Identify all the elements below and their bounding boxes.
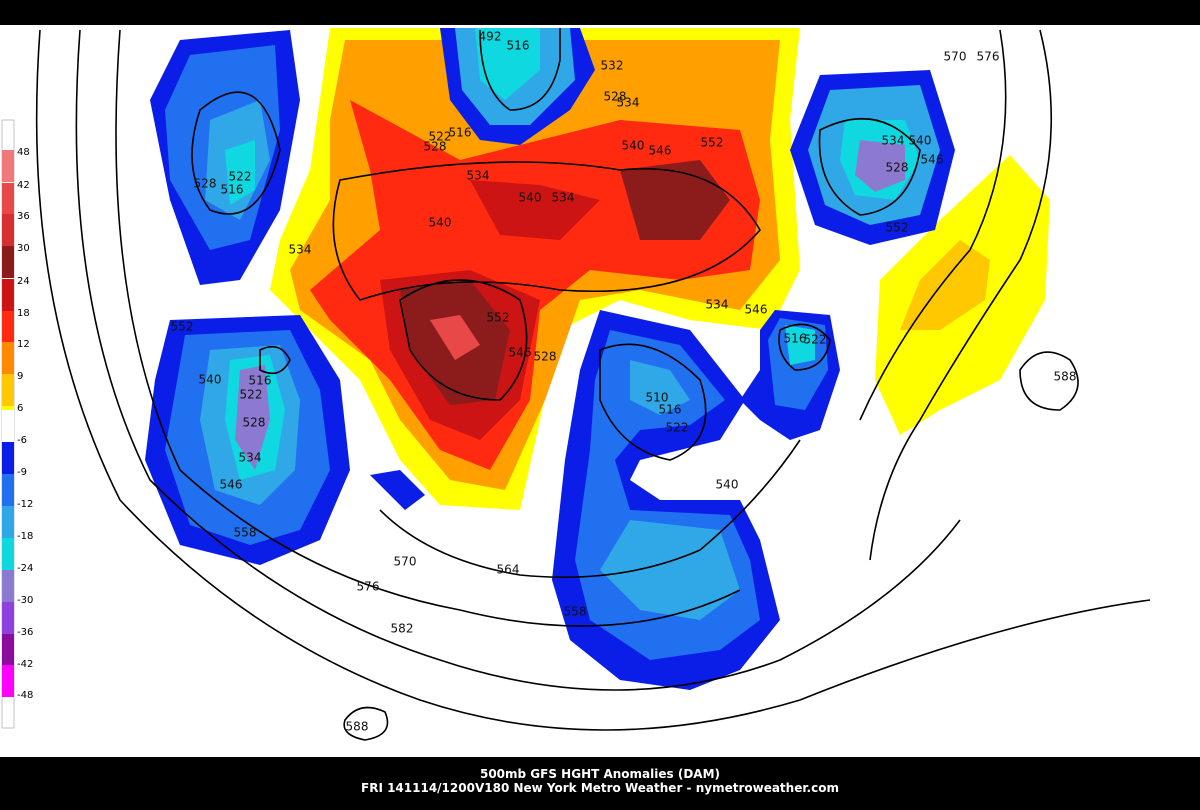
contour-label: 570 bbox=[944, 50, 967, 64]
legend-swatch bbox=[2, 374, 14, 406]
contour-label: 534 bbox=[617, 96, 640, 110]
legend-swatch bbox=[2, 474, 14, 506]
legend-label: -12 bbox=[17, 499, 33, 510]
legend-swatch bbox=[2, 665, 14, 697]
contour-label: 516 bbox=[449, 126, 472, 140]
contour-label: 534 bbox=[706, 298, 729, 312]
legend-label: -42 bbox=[17, 659, 33, 670]
height-contours bbox=[35, 28, 1151, 741]
contour-label: 516 bbox=[659, 403, 682, 417]
legend-swatch bbox=[2, 538, 14, 570]
legend-label: 42 bbox=[17, 180, 30, 191]
contour-label: 546 bbox=[220, 478, 243, 492]
contour-label: 528 bbox=[604, 90, 627, 104]
contour-label: 540 bbox=[199, 373, 222, 387]
legend-swatch bbox=[2, 150, 14, 182]
footer-title: 500mb GFS HGHT Anomalies (DAM) bbox=[480, 767, 720, 781]
contour-label: 522 bbox=[666, 421, 689, 435]
legend-swatch bbox=[2, 246, 14, 278]
contour-label: 552 bbox=[701, 136, 724, 150]
contour-label: 522 bbox=[240, 388, 263, 402]
contour-label: 534 bbox=[289, 243, 312, 257]
legend-swatch bbox=[2, 570, 14, 602]
legend-label: -18 bbox=[17, 531, 33, 542]
footer-subtitle: FRI 141114/1200V180 New York Metro Weath… bbox=[361, 781, 839, 795]
legend-label: 6 bbox=[17, 403, 23, 414]
legend-label: 36 bbox=[17, 211, 30, 222]
contour-label: 546 bbox=[921, 153, 944, 167]
contour-label: 540 bbox=[622, 139, 645, 153]
contour-label: 546 bbox=[509, 346, 532, 360]
contour-label: 528 bbox=[243, 416, 266, 430]
contour-label: 534 bbox=[882, 134, 905, 148]
contour-label: 540 bbox=[716, 478, 739, 492]
legend-swatch bbox=[2, 634, 14, 666]
contour-label: 528 bbox=[424, 140, 447, 154]
contour-label: 558 bbox=[564, 605, 587, 619]
legend-swatch bbox=[2, 602, 14, 634]
contour-label: 534 bbox=[239, 451, 262, 465]
legend-label: -9 bbox=[17, 467, 27, 478]
contour-label: 546 bbox=[745, 303, 768, 317]
contour-label: 540 bbox=[519, 191, 542, 205]
legend-label: 12 bbox=[17, 339, 30, 350]
contour-label: 522 bbox=[804, 333, 827, 347]
legend-label: 24 bbox=[17, 276, 30, 287]
contour-label: 576 bbox=[977, 50, 1000, 64]
legend-swatch bbox=[2, 342, 14, 374]
contour-label: 576 bbox=[357, 580, 380, 594]
legend-swatch bbox=[2, 279, 14, 311]
anomaly-fills bbox=[145, 28, 1050, 690]
legend-swatch bbox=[2, 311, 14, 343]
legend-label: -6 bbox=[17, 435, 27, 446]
contour-label: 516 bbox=[784, 332, 807, 346]
contour-label: 546 bbox=[649, 144, 672, 158]
contour-label: 492 bbox=[479, 30, 502, 44]
legend-label: 18 bbox=[17, 308, 30, 319]
contour-label: 552 bbox=[886, 221, 909, 235]
contour-label: 528 bbox=[886, 161, 909, 175]
contour-label: 570 bbox=[394, 555, 417, 569]
legend-label: 30 bbox=[17, 243, 30, 254]
contour-label: 540 bbox=[429, 216, 452, 230]
color-legend: 48 42 36 30 24 18 12 9 6 -6 -9 -12 -18 -24 -30 -36 -42 -4… bbox=[1, 119, 33, 729]
legend-swatch bbox=[2, 442, 14, 474]
legend-label: -30 bbox=[17, 595, 33, 606]
legend-swatch bbox=[2, 410, 14, 442]
contour-label: 588 bbox=[346, 720, 369, 734]
legend-swatch bbox=[2, 506, 14, 538]
contour-label: 516 bbox=[507, 39, 530, 53]
legend-label: 48 bbox=[17, 147, 30, 158]
legend-swatch bbox=[2, 183, 14, 215]
contour-label: 510 bbox=[646, 391, 669, 405]
contour-label: 588 bbox=[1054, 370, 1077, 384]
contour-label: 522 bbox=[429, 130, 452, 144]
contour-label: 522 bbox=[229, 170, 252, 184]
contour-label: 540 bbox=[909, 134, 932, 148]
contour-label: 552 bbox=[487, 311, 510, 325]
legend-label: -36 bbox=[17, 627, 33, 638]
contour-label: 552 bbox=[171, 320, 194, 334]
contour-label: 534 bbox=[552, 191, 575, 205]
contour-label: 528 bbox=[534, 350, 557, 364]
contour-label: 582 bbox=[391, 622, 414, 636]
contour-label: 564 bbox=[497, 563, 520, 577]
contour-label: 516 bbox=[249, 374, 272, 388]
contour-label: 532 bbox=[601, 59, 624, 73]
legend-label: 9 bbox=[17, 371, 23, 382]
legend-label: -48 bbox=[17, 690, 33, 701]
legend-swatch bbox=[2, 214, 14, 246]
legend-label: -24 bbox=[17, 563, 33, 574]
contour-label: 534 bbox=[467, 169, 490, 183]
contour-label: 516 bbox=[221, 183, 244, 197]
contour-label: 528 bbox=[194, 177, 217, 191]
contour-label: 558 bbox=[234, 526, 257, 540]
